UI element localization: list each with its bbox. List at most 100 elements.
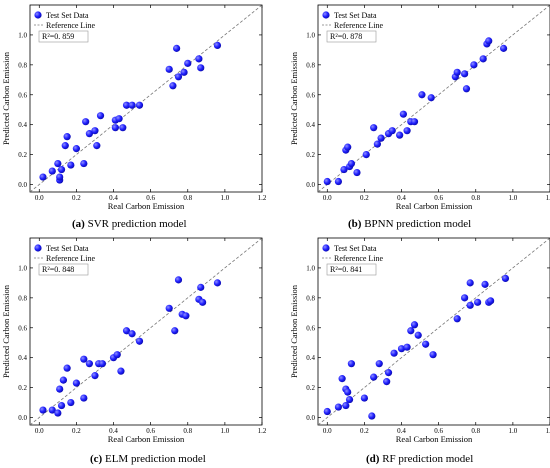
data-point bbox=[375, 360, 383, 368]
panel-caption-text: ELM prediction model bbox=[102, 453, 206, 465]
y-tick-label: 0.2 bbox=[18, 151, 27, 159]
data-point bbox=[197, 64, 205, 72]
data-point bbox=[453, 315, 461, 323]
data-point bbox=[501, 274, 510, 282]
r2-box bbox=[38, 263, 89, 276]
data-point bbox=[199, 298, 207, 306]
x-tick-label: 0.2 bbox=[360, 194, 369, 202]
data-point bbox=[197, 283, 205, 291]
data-point bbox=[397, 345, 406, 353]
data-point bbox=[470, 61, 478, 69]
plot-frame bbox=[317, 237, 550, 426]
legend-label: Reference Line bbox=[334, 21, 384, 30]
data-point bbox=[500, 44, 508, 52]
data-point bbox=[427, 94, 435, 102]
data-point bbox=[72, 145, 80, 153]
data-point bbox=[384, 369, 393, 377]
y-tick-label: 1.0 bbox=[306, 31, 315, 39]
data-point bbox=[59, 376, 68, 384]
y-axis-title: Predicted Carbon Emission bbox=[289, 51, 299, 145]
data-point bbox=[182, 312, 190, 320]
chart-panel: 0.0 0.2 0.4 0.6 0.8 1.0 1.2 0.0 0.2 0.4 0.6 0.8 1.0 R… bbox=[1, 237, 267, 465]
data-point bbox=[347, 159, 356, 168]
data-point bbox=[347, 360, 356, 368]
data-point bbox=[85, 360, 93, 368]
y-tick-label: 0.4 bbox=[18, 121, 27, 129]
data-point bbox=[111, 124, 119, 132]
data-point bbox=[91, 127, 99, 135]
data-point bbox=[414, 331, 422, 339]
y-tick-label: 0.8 bbox=[18, 61, 27, 69]
x-tick-label: 0.8 bbox=[471, 194, 480, 202]
y-tick-label: 1.0 bbox=[18, 264, 27, 272]
panel-caption: (c) ELM prediction model bbox=[90, 453, 206, 465]
data-point bbox=[410, 321, 419, 329]
data-point bbox=[370, 373, 378, 381]
r2-box bbox=[38, 30, 89, 43]
data-point bbox=[388, 127, 396, 135]
legend-label: Reference Line bbox=[46, 254, 96, 263]
plot-frame bbox=[317, 4, 550, 193]
data-point bbox=[396, 131, 404, 139]
legend-label: Reference Line bbox=[334, 254, 384, 263]
data-point bbox=[340, 165, 348, 174]
data-point bbox=[462, 85, 471, 93]
legend-marker bbox=[34, 244, 42, 252]
data-point bbox=[56, 385, 64, 393]
x-tick-label: 1.0 bbox=[221, 427, 230, 435]
data-point bbox=[360, 394, 368, 402]
x-tick-label: 0.4 bbox=[397, 427, 406, 435]
x-tick-label: 1.0 bbox=[509, 194, 518, 202]
x-tick-label: 0.4 bbox=[397, 194, 406, 202]
y-tick-label: 0.2 bbox=[18, 384, 27, 392]
data-point bbox=[67, 398, 75, 407]
x-tick-label: 1.0 bbox=[221, 194, 230, 202]
data-point bbox=[115, 115, 123, 123]
data-point bbox=[344, 143, 352, 151]
data-point bbox=[485, 37, 493, 45]
data-point bbox=[39, 406, 47, 414]
data-point bbox=[39, 173, 47, 181]
y-tick-label: 0.0 bbox=[306, 181, 315, 189]
y-tick-label: 0.0 bbox=[18, 414, 27, 422]
data-point bbox=[119, 124, 127, 132]
r2-box bbox=[326, 30, 377, 43]
data-point bbox=[334, 403, 343, 411]
panel-letter: (c) bbox=[90, 453, 103, 465]
x-axis-title: Real Carbon Emission bbox=[396, 201, 473, 211]
data-point bbox=[213, 279, 222, 287]
data-point bbox=[96, 112, 105, 120]
data-point bbox=[57, 401, 66, 410]
data-point bbox=[135, 101, 144, 109]
data-point bbox=[165, 304, 173, 312]
y-axis-title: Predicted Carbon Emission bbox=[289, 284, 299, 378]
x-tick-label: 0.8 bbox=[183, 427, 192, 435]
data-point bbox=[487, 297, 495, 305]
x-tick-label: 0.2 bbox=[72, 427, 81, 435]
data-point bbox=[61, 142, 69, 150]
x-tick-label: 0.6 bbox=[434, 427, 443, 435]
data-point bbox=[171, 327, 179, 335]
data-point bbox=[56, 173, 64, 181]
plot-frame bbox=[29, 237, 263, 426]
data-point bbox=[342, 401, 350, 410]
y-tick-label: 0.4 bbox=[18, 354, 27, 362]
data-point bbox=[67, 161, 75, 169]
data-point bbox=[481, 280, 489, 288]
data-point bbox=[80, 159, 88, 168]
panel-caption-text: SVR prediction model bbox=[85, 218, 187, 230]
data-point bbox=[390, 349, 398, 357]
x-axis-title: Real Carbon Emission bbox=[396, 434, 473, 444]
data-point bbox=[57, 165, 66, 174]
data-point bbox=[403, 127, 411, 135]
data-point bbox=[407, 327, 415, 335]
chart-panel: 0.0 0.2 0.4 0.6 0.8 1.0 1.2 0.0 0.2 0.4 0.6 0.8 1.0 R… bbox=[1, 4, 267, 230]
x-tick-label: 0.2 bbox=[72, 194, 81, 202]
x-tick-label: 0.6 bbox=[146, 427, 155, 435]
data-point bbox=[63, 133, 71, 141]
data-point bbox=[479, 55, 487, 63]
r2-box bbox=[326, 263, 377, 276]
